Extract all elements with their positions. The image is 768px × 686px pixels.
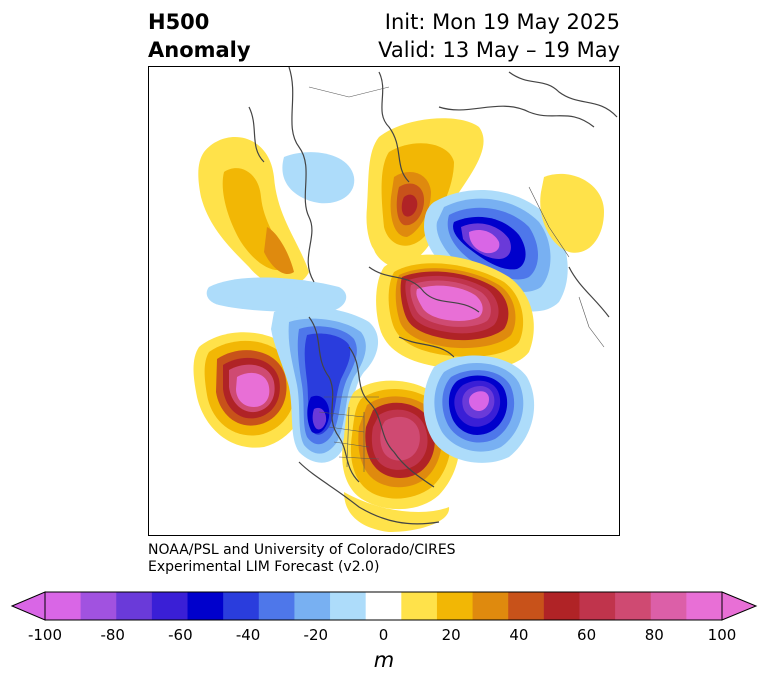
colorbar-bin xyxy=(508,592,545,620)
title-block-right: Init: Mon 19 May 2025 Valid: 13 May – 19… xyxy=(378,8,620,64)
colorbar-tick-label: 100 xyxy=(707,626,737,644)
colorbar-tick-label: 60 xyxy=(577,626,597,644)
credit-block: NOAA/PSL and University of Colorado/CIRE… xyxy=(148,542,456,576)
init-date: Init: Mon 19 May 2025 xyxy=(384,10,620,34)
colorbar-tick-label: -80 xyxy=(100,626,125,644)
credit-line-1: NOAA/PSL and University of Colorado/CIRE… xyxy=(148,542,456,558)
colorbar-bin xyxy=(258,592,295,620)
colorbar-tick-label: 80 xyxy=(644,626,664,644)
colorbar-tick-label: 20 xyxy=(441,626,461,644)
colorbar-bin xyxy=(401,592,438,620)
colorbar-bin xyxy=(650,592,687,620)
map-panel xyxy=(148,66,620,536)
title-block-left: H500 Anomaly xyxy=(148,8,251,64)
field-title: H500 xyxy=(148,10,210,34)
colorbar-bin xyxy=(187,592,224,620)
siberian-weak-trough xyxy=(282,152,355,204)
colorbar-over-arrow xyxy=(721,591,758,621)
coastlines xyxy=(248,67,618,525)
colorbar-bin xyxy=(686,592,723,620)
north-pacific-ridge xyxy=(193,332,308,448)
colorbar-bin xyxy=(151,592,189,620)
colorbar-bin xyxy=(579,592,616,620)
eastern-siberia-ridge xyxy=(366,118,484,267)
colorbar-tick-label: -60 xyxy=(168,626,193,644)
colorbar-bin xyxy=(294,592,331,620)
colorbar-bin xyxy=(365,592,402,620)
colorbar-tick-label: -20 xyxy=(303,626,329,644)
colorbar-bin xyxy=(330,592,367,620)
colorbar-bin xyxy=(45,592,82,620)
colorbar xyxy=(10,591,758,621)
colorbar-bin xyxy=(80,592,117,620)
valid-range: Valid: 13 May – 19 May xyxy=(378,38,620,62)
north-atlantic-trough xyxy=(423,355,535,463)
colorbar-frame xyxy=(44,591,723,621)
ural-ridge xyxy=(540,173,604,253)
colorbar-bin xyxy=(436,592,474,620)
colorbar-bin xyxy=(223,592,260,620)
colorbar-units: m xyxy=(373,648,395,672)
colorbar-bin xyxy=(615,592,652,620)
credit-line-2: Experimental LIM Forecast (v2.0) xyxy=(148,559,380,575)
colorbar-bin xyxy=(116,592,153,620)
political-borders xyxy=(308,86,605,472)
colorbar-tick-label: -40 xyxy=(235,626,261,644)
colorbar-tick-label: 40 xyxy=(509,626,529,644)
colorbar-bin xyxy=(472,592,509,620)
northwest-pacific-ridge xyxy=(198,137,309,287)
colorbar-bin xyxy=(543,592,580,620)
western-north-america-trough xyxy=(271,306,379,463)
colorbar-under-arrow xyxy=(10,591,46,621)
colorbar-tick-label: -100 xyxy=(27,626,63,644)
field-subtitle: Anomaly xyxy=(148,38,251,62)
colorbar-tick-label: 0 xyxy=(378,626,389,644)
anomaly-map xyxy=(193,67,618,532)
weak-trough-band xyxy=(206,277,347,312)
